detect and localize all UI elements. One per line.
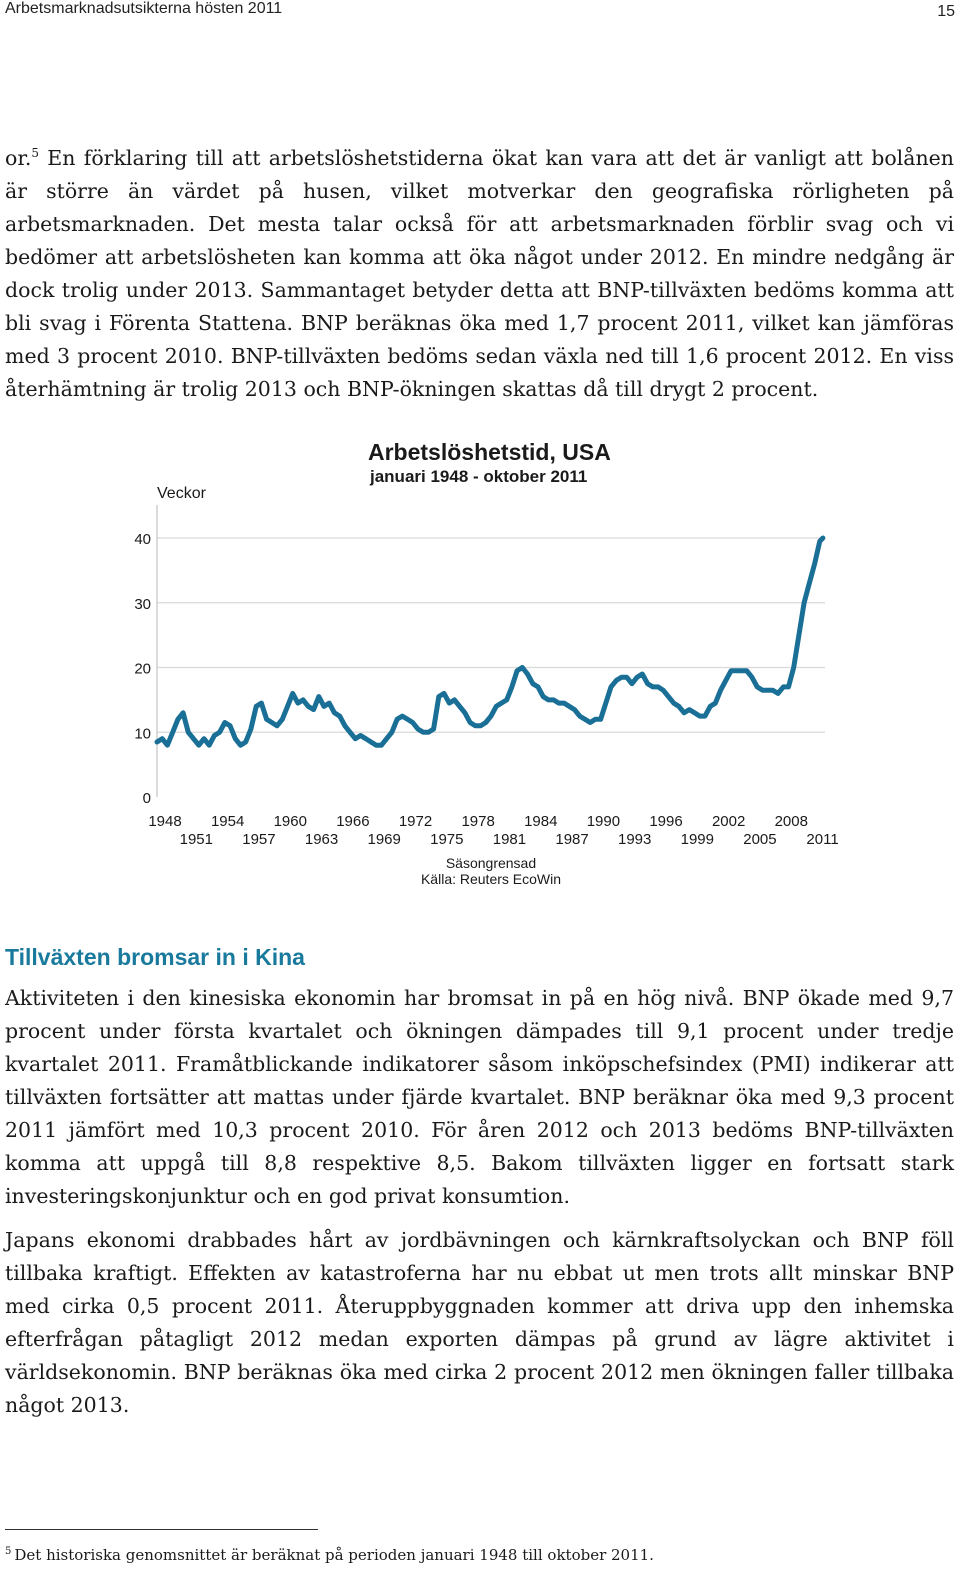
y-tick-label: 40 — [134, 531, 151, 548]
body-paragraph-3: Japans ekonomi drabbades hårt av jordbäv… — [5, 1228, 954, 1417]
x-tick-label: 1948 — [148, 813, 181, 830]
chart-source: Källa: Reuters EcoWin — [421, 871, 561, 887]
x-tick-label: 2005 — [743, 831, 776, 848]
chart-title: Arbetslöshetstid, USA — [368, 439, 611, 465]
x-tick-label: 1954 — [211, 813, 244, 830]
y-tick-label: 10 — [134, 725, 151, 742]
x-tick-label: 2011 — [806, 831, 838, 848]
x-tick-label: 1996 — [649, 813, 682, 830]
series-line — [154, 535, 826, 748]
x-tick-label: 1966 — [336, 813, 369, 830]
x-tick-label: 1957 — [242, 831, 275, 848]
footnote-reference[interactable]: 5 — [31, 146, 40, 161]
x-tick-labels: 1948 1954 1960 1966 1972 1978 1984 1990 1996 2002… — [148, 813, 838, 848]
y-tick-label: 20 — [134, 661, 151, 678]
x-tick-label: 1990 — [587, 813, 620, 830]
y-tick-label: 0 — [143, 790, 151, 807]
footnote-divider — [5, 1529, 318, 1530]
x-tick-label: 1972 — [399, 813, 432, 830]
x-tick-label: 1987 — [555, 831, 588, 848]
page-number: 15 — [937, 3, 955, 20]
document-title: Arbetsmarknadsutsikterna hösten 2011 — [5, 0, 283, 17]
x-tick-label: 1951 — [180, 831, 213, 848]
chart-gridlines — [157, 537, 825, 733]
y-axis-label: Veckor — [157, 485, 207, 502]
footnote: 5 Det historiska genomsnittet är beräknat… — [5, 1546, 654, 1564]
x-tick-label: 1993 — [618, 831, 651, 848]
running-header: Arbetsmarknadsutsikterna hösten 2011 15 — [5, 0, 955, 22]
x-tick-label: 1963 — [305, 831, 338, 848]
chart-note: Säsongrensad — [446, 855, 536, 871]
footnote-mark: 5 — [5, 1546, 12, 1557]
paragraph-lead: or. — [5, 146, 32, 170]
x-tick-label: 1978 — [461, 813, 494, 830]
body-paragraph-2: Aktiviteten i den kinesiska ekonomin har… — [5, 986, 954, 1208]
y-tick-label: 30 — [134, 596, 151, 613]
unemployment-duration-chart: Arbetslöshetstid, USA januari 1948 - okt… — [134, 439, 838, 887]
y-tick-labels: 0 10 20 30 40 — [134, 531, 151, 807]
x-tick-label: 1981 — [493, 831, 526, 848]
section-heading: Tillväxten bromsar in i Kina — [5, 944, 305, 970]
chart-subtitle: januari 1948 - oktober 2011 — [369, 467, 587, 486]
x-tick-label: 1969 — [368, 831, 401, 848]
x-tick-label: 1960 — [274, 813, 307, 830]
x-tick-label: 1975 — [430, 831, 463, 848]
footnote-text: Det historiska genomsnittet är beräknat … — [14, 1546, 654, 1564]
x-tick-label: 2008 — [775, 813, 808, 830]
x-tick-label: 1984 — [524, 813, 557, 830]
x-tick-label: 2002 — [712, 813, 745, 830]
body-paragraph-1: or.5 En förklaring till att arbetslöshet… — [5, 142, 954, 406]
paragraph-text: En förklaring till att arbetslöshetstide… — [5, 146, 954, 401]
x-tick-label: 1999 — [681, 831, 714, 848]
